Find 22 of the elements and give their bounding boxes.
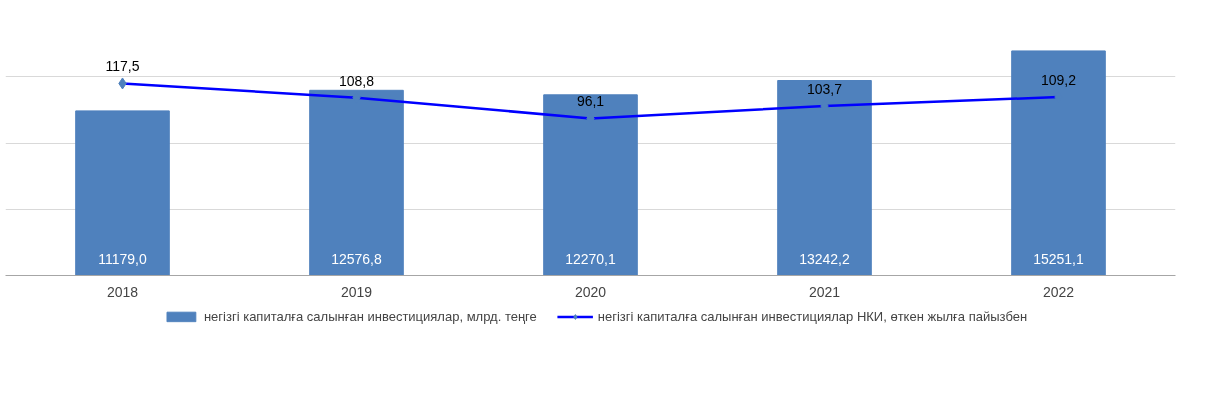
- bar: [75, 110, 170, 276]
- legend-label: негізгі капиталға салынған инвестициялар НКИ, өткен жылға пайызбен: [597, 308, 1028, 324]
- x-tick-label: 2020: [574, 283, 607, 300]
- bar: [777, 80, 872, 276]
- bar: [543, 94, 638, 276]
- data-label: 109,2: [1040, 72, 1077, 89]
- data-label: 103,7: [806, 81, 843, 98]
- data-label: 12576,8: [331, 250, 383, 267]
- data-label: 12270,1: [565, 250, 617, 267]
- bar: [309, 89, 404, 276]
- data-label: 96,1: [576, 93, 605, 110]
- data-label: 11179,0: [98, 250, 147, 267]
- x-tick-label: 2019: [340, 283, 373, 300]
- x-tick-label: 2022: [1042, 283, 1075, 300]
- data-label: 117,5: [105, 58, 140, 75]
- bar: [1011, 50, 1106, 276]
- x-tick-label: 2021: [808, 283, 841, 300]
- data-label: 108,8: [338, 72, 375, 89]
- data-label: 13242,2: [799, 250, 851, 267]
- x-tick-label: 2018: [106, 283, 139, 300]
- legend-label: негізгі капиталға салынған инвестициялар, млрд. теңге: [203, 308, 537, 324]
- data-label: 15251,1: [1033, 250, 1085, 267]
